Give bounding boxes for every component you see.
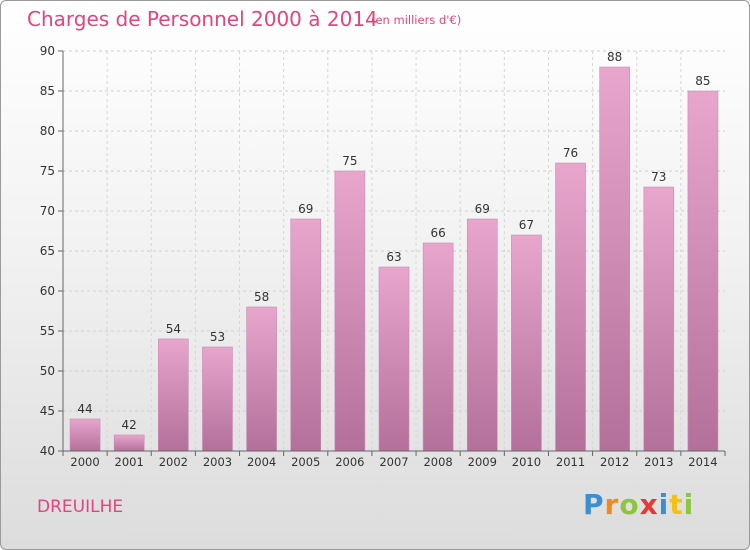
axes: 40 45 50 55 60 65 70 75 80 85 90 2000 2001 2002 2003 20… (40, 44, 726, 469)
bar-2000 (69, 418, 101, 452)
x-tick-label: 2012 (600, 455, 629, 469)
y-tick-label: 75 (40, 164, 55, 178)
x-tick-label: 2006 (335, 455, 364, 469)
y-tick-label: 40 (40, 444, 55, 458)
x-tick-label: 2002 (159, 455, 188, 469)
y-tick-label: 60 (40, 284, 55, 298)
bar-2013 (643, 186, 675, 452)
bar-2011 (555, 162, 586, 452)
bar-2007 (378, 266, 410, 452)
value-label: 63 (386, 250, 401, 264)
value-label: 54 (166, 322, 181, 336)
x-tick-label: 2005 (291, 455, 320, 469)
value-label: 58 (254, 290, 269, 304)
value-label: 66 (430, 226, 445, 240)
bars (69, 66, 719, 452)
value-label: 67 (519, 218, 534, 232)
value-label: 88 (607, 50, 622, 64)
bar-2001 (113, 434, 145, 452)
bar-2012 (599, 66, 630, 452)
y-tick-label: 45 (40, 404, 55, 418)
commune-name: DREUILHE (37, 497, 124, 517)
value-label: 53 (210, 330, 225, 344)
x-tick-label: 2000 (70, 455, 99, 469)
x-tick-label: 2010 (512, 455, 541, 469)
bar-2004 (246, 306, 277, 452)
x-tick-label: 2004 (247, 455, 276, 469)
x-tick-label: 2003 (203, 455, 232, 469)
x-tick-label: 2007 (379, 455, 408, 469)
bar-2008 (422, 242, 454, 452)
logo-letter: t (669, 488, 684, 521)
x-tick-label: 2014 (688, 455, 717, 469)
y-tick-label: 90 (40, 44, 55, 58)
x-tick-label: 2009 (468, 455, 497, 469)
value-label: 75 (342, 154, 357, 168)
y-tick-label: 70 (40, 204, 55, 218)
y-tick-label: 50 (40, 364, 55, 378)
logo-letter: i (658, 488, 670, 521)
bar-2009 (466, 218, 498, 452)
chart-title: Charges de Personnel 2000 à 2014 (27, 7, 378, 31)
bar-2014 (687, 90, 719, 452)
value-labels: 44 42 54 53 58 69 75 63 66 69 67 76 88 73 85 (77, 50, 710, 432)
value-label: 69 (298, 202, 313, 216)
value-label: 42 (122, 418, 137, 432)
chart-subtitle: (en milliers d'€) (371, 13, 462, 27)
logo-letter: P (583, 488, 605, 521)
value-label: 76 (563, 146, 578, 160)
x-tick-label: 2001 (115, 455, 144, 469)
logo-letter: x (639, 488, 659, 521)
logo-letter: i (683, 488, 695, 521)
bar-2002 (158, 338, 189, 452)
bar-2005 (290, 218, 322, 452)
value-label: 73 (651, 170, 666, 184)
y-tick-label: 65 (40, 244, 55, 258)
value-label: 44 (77, 402, 92, 416)
y-tick-label: 85 (40, 84, 55, 98)
bar-2003 (202, 346, 233, 452)
bar-2006 (334, 170, 366, 452)
bar-2010 (511, 234, 542, 452)
logo-letter: o (619, 488, 640, 521)
value-label: 69 (475, 202, 490, 216)
value-label: 85 (695, 74, 710, 88)
proxiti-logo: Proxiti (583, 488, 694, 521)
y-tick-label: 80 (40, 124, 55, 138)
y-tick-label: 55 (40, 324, 55, 338)
x-tick-label: 2008 (423, 455, 452, 469)
x-tick-label: 2011 (556, 455, 585, 469)
x-tick-label: 2013 (644, 455, 673, 469)
logo-letter: r (604, 488, 620, 521)
